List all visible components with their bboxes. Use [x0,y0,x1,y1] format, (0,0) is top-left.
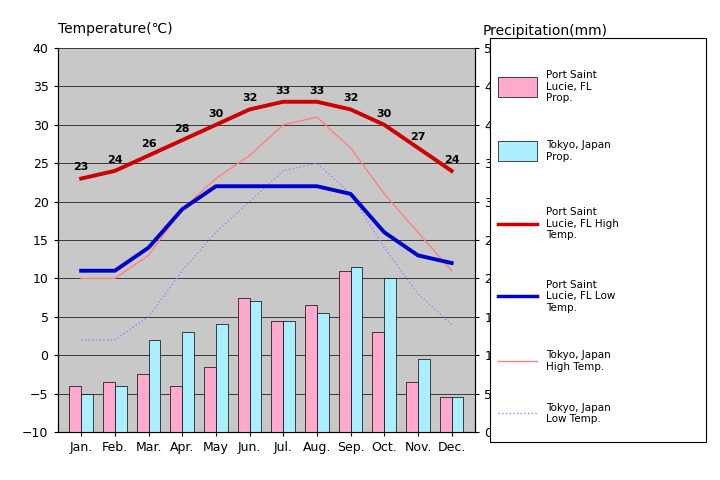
Text: Port Saint
Lucie, FL
Prop.: Port Saint Lucie, FL Prop. [546,70,596,103]
Bar [418,359,430,432]
Text: 24: 24 [107,155,122,165]
Text: Tokyo, Japan
High Temp.: Tokyo, Japan High Temp. [546,350,611,372]
Text: 28: 28 [174,124,190,134]
Text: Tokyo, Japan
Prop.: Tokyo, Japan Prop. [546,141,611,162]
Text: Temperature(℃): Temperature(℃) [58,23,172,36]
Bar [271,321,283,432]
FancyBboxPatch shape [490,38,706,442]
Text: 26: 26 [140,139,156,149]
Bar [137,374,148,432]
Text: 30: 30 [377,108,392,119]
Text: 24: 24 [444,155,459,165]
Text: 33: 33 [276,85,291,96]
Bar [451,397,464,432]
Text: 32: 32 [242,93,257,103]
Bar [250,301,261,432]
Text: Precipitation(mm): Precipitation(mm) [482,24,608,38]
Bar [372,332,384,432]
Bar [339,271,351,432]
Text: 33: 33 [310,85,325,96]
FancyBboxPatch shape [498,141,537,161]
Bar [305,305,317,432]
Bar [216,324,228,432]
Text: 32: 32 [343,93,359,103]
Bar [406,382,418,432]
Bar [69,386,81,432]
Bar [115,386,127,432]
Text: 27: 27 [410,132,426,142]
Text: Port Saint
Lucie, FL Low
Temp.: Port Saint Lucie, FL Low Temp. [546,280,615,313]
Bar [384,278,396,432]
Text: Tokyo, Japan
Low Temp.: Tokyo, Japan Low Temp. [546,403,611,424]
Text: 23: 23 [73,162,89,172]
Bar [182,332,194,432]
Text: Port Saint
Lucie, FL High
Temp.: Port Saint Lucie, FL High Temp. [546,207,618,240]
Bar [283,321,295,432]
Bar [351,267,362,432]
Bar [81,394,93,432]
Bar [103,382,115,432]
Bar [171,386,182,432]
Bar [238,298,250,432]
Text: 30: 30 [208,108,223,119]
Bar [317,313,329,432]
Bar [440,397,451,432]
Bar [148,340,161,432]
FancyBboxPatch shape [498,77,537,97]
Bar [204,367,216,432]
